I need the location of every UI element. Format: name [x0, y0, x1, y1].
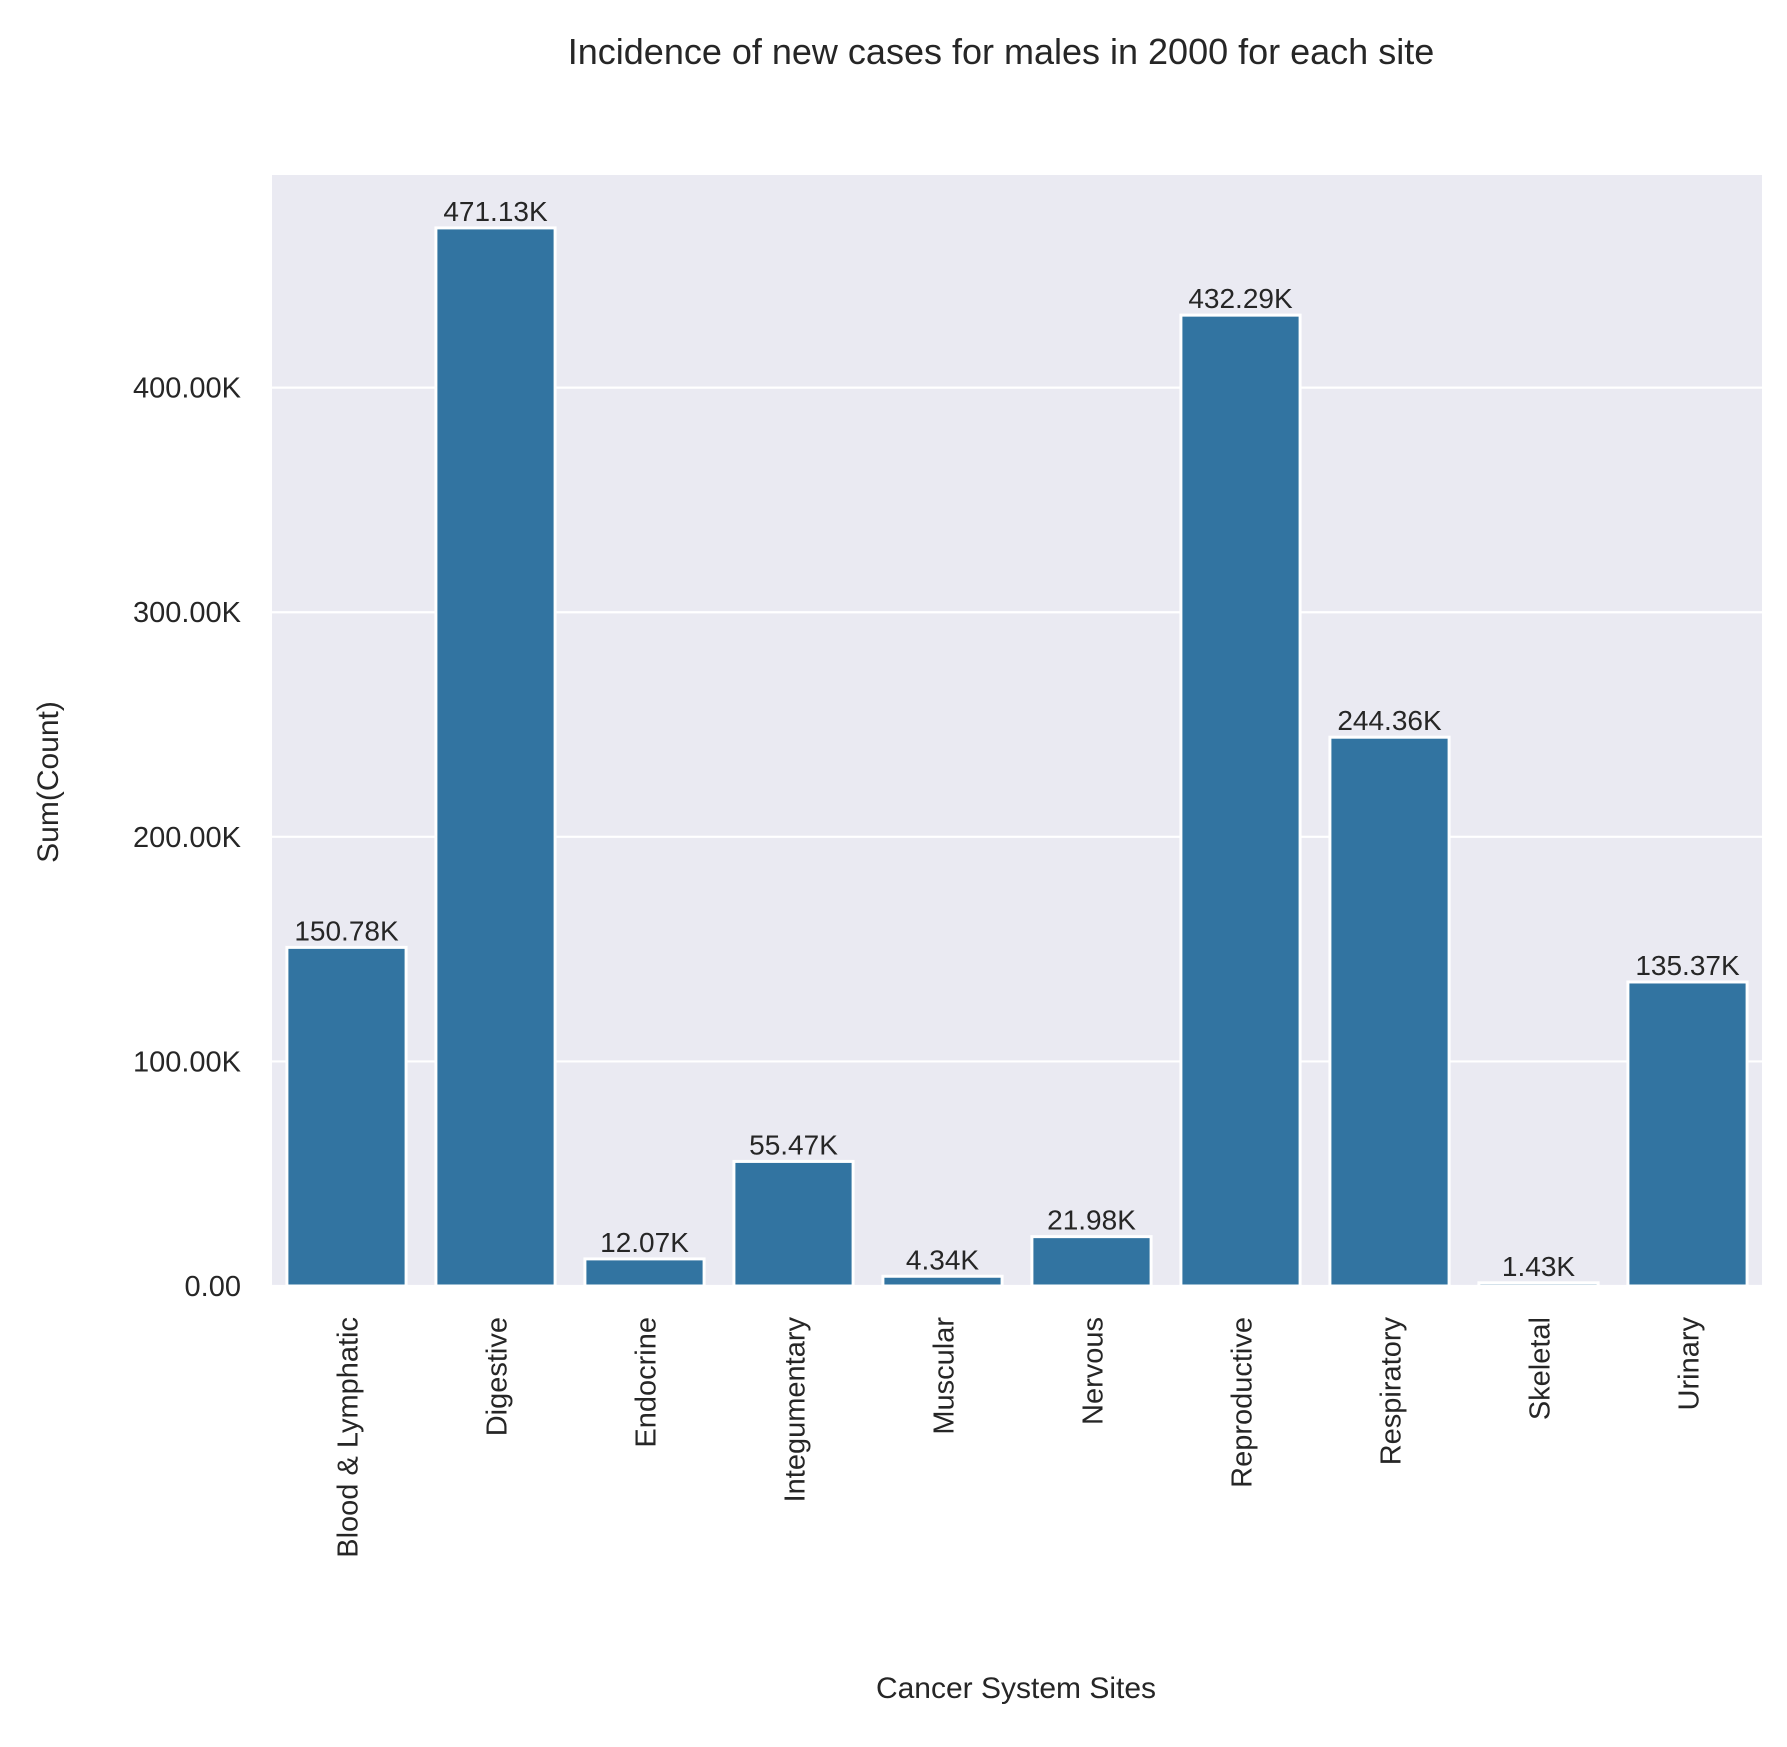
bar — [1030, 1235, 1153, 1288]
bar-value-label: 12.07K — [600, 1227, 689, 1258]
bar — [1179, 313, 1302, 1288]
x-tick-label: Muscular — [929, 1317, 961, 1435]
x-tick-label: Skeletal — [1525, 1317, 1557, 1420]
bar — [1328, 735, 1451, 1288]
x-axis-label: Cancer System Sites — [876, 1672, 1156, 1705]
y-tick-label: 0.00 — [185, 1271, 241, 1303]
x-tick-label: Digestive — [482, 1317, 514, 1436]
x-tick-label: Respiratory — [1376, 1317, 1408, 1466]
x-axis-ticks: Blood & Lymphatic Digestive Endocrine Integ… — [333, 1317, 1706, 1558]
bars — [285, 226, 1749, 1288]
bar — [732, 1159, 855, 1288]
bar-value-label: 150.78K — [294, 915, 399, 946]
bar — [881, 1274, 1004, 1288]
bar — [285, 945, 408, 1288]
bar-value-label: 1.43K — [1502, 1251, 1575, 1282]
x-tick-label: Integumentary — [780, 1317, 812, 1503]
y-axis-label: Sum(Count) — [32, 701, 65, 863]
bar — [583, 1257, 706, 1288]
chart-title: Incidence of new cases for males in 2000… — [568, 31, 1434, 72]
data-labels: 150.78K 471.13K 12.07K 55.47K 4.34K 21.98K 432… — [294, 196, 1740, 1282]
x-tick-label: Blood & Lymphatic — [333, 1317, 365, 1558]
bar-value-label: 244.36K — [1337, 705, 1442, 736]
x-tick-label: Reproductive — [1227, 1317, 1259, 1488]
bar-value-label: 135.37K — [1635, 950, 1740, 981]
bar-value-label: 432.29K — [1188, 283, 1293, 314]
y-axis-ticks: 0.00 100.00K 200.00K 300.00K 400.00K — [133, 373, 242, 1303]
bar — [1477, 1281, 1600, 1288]
x-tick-label: Nervous — [1078, 1317, 1110, 1425]
y-tick-label: 400.00K — [133, 373, 242, 405]
bar — [434, 226, 557, 1288]
y-tick-label: 300.00K — [133, 597, 242, 629]
x-tick-label: Endocrine — [631, 1317, 663, 1448]
bar-value-label: 4.34K — [906, 1244, 979, 1275]
y-tick-label: 100.00K — [133, 1046, 242, 1078]
bar-value-label: 21.98K — [1047, 1205, 1136, 1236]
x-tick-label: Urinary — [1674, 1317, 1706, 1411]
bar — [1626, 980, 1749, 1288]
y-tick-label: 200.00K — [133, 822, 242, 854]
bar-value-label: 55.47K — [749, 1129, 838, 1160]
bar-value-label: 471.13K — [443, 196, 548, 227]
